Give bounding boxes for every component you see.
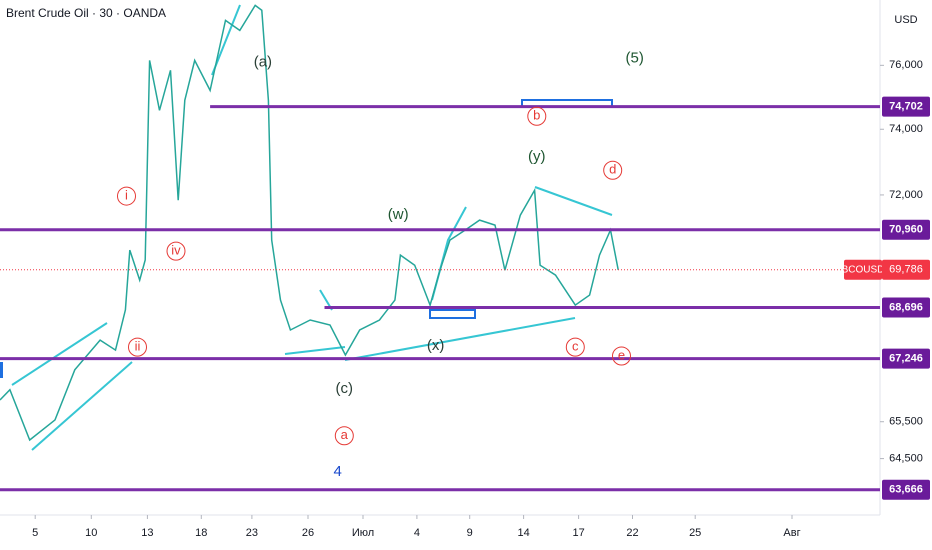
annotation-circle [612,346,631,366]
annotation: d [609,162,616,177]
price-line [0,4,619,442]
x-tick-label: 10 [85,527,97,539]
last-price-badge [882,259,930,280]
x-tick-label: 25 [689,527,701,539]
x-tick-label: 26 [302,527,314,539]
level-badge [882,479,930,500]
level-label: 70,960 [889,224,923,236]
zone-edge [0,362,3,378]
annotation-circle [565,337,585,357]
y-tick-label: 74,000 [889,123,923,135]
annotation-circle [117,186,136,206]
channel-bottom [31,361,133,451]
level-label: 63,666 [889,484,923,496]
level-badge [882,297,930,318]
y-tick-label: 76,000 [889,59,923,71]
annotation: ii [135,339,141,354]
symbol-badge [844,259,882,280]
level-label: 67,246 [889,353,923,365]
base-line [284,346,346,355]
annotation: (a) [254,53,272,70]
annotation: a [341,427,349,442]
annotation: (y) [528,148,546,165]
x-tick-label: 4 [414,527,420,539]
triangle-bottom [344,317,576,361]
chart-title: Brent Crude Oil · 30 · OANDA [6,6,166,20]
annotation-circle [527,106,547,126]
x-tick-label: 23 [246,527,258,539]
x-tick-label: 5 [32,527,38,539]
x-tick-label: 17 [572,527,584,539]
level-label: 74,702 [889,101,923,113]
annotation-circle [128,337,147,357]
annotation: 4 [334,463,342,480]
level-badge [882,96,930,117]
annotation: (5) [626,49,644,66]
y-tick-label: 72,000 [889,189,923,201]
annotation-circle [603,160,623,180]
x-tick-label: 18 [195,527,207,539]
x-tick-label: 9 [467,527,473,539]
annotation: (c) [336,380,354,397]
annotation: (w) [388,206,409,223]
currency-label: USD [894,14,917,26]
x-tick-label: Авг [783,527,800,539]
x-tick-label: Июл [352,527,374,539]
channel-top [11,322,108,386]
annotation: e [618,347,625,362]
symbol-label: BCOUSD [842,264,885,275]
annotation-circle [166,241,186,261]
level-badge [882,348,930,369]
last-price-label: 69,786 [889,264,923,276]
annotation: i [125,188,128,203]
x-tick-label: 13 [141,527,153,539]
trendlines [11,4,613,451]
annotation: c [572,339,579,354]
zone-box [429,309,476,319]
annotation: b [533,108,540,123]
y-tick-label: 65,500 [889,416,923,428]
triangle-top [534,186,613,216]
y-tick-label: 64,500 [889,453,923,465]
x-tick-label: 22 [626,527,638,539]
annotation: (x) [427,337,445,354]
x-tick-label: 14 [517,527,529,539]
annotation-circle [334,426,354,446]
level-badge [882,219,930,240]
level-label: 68,696 [889,301,923,313]
annotation: iv [171,243,181,258]
